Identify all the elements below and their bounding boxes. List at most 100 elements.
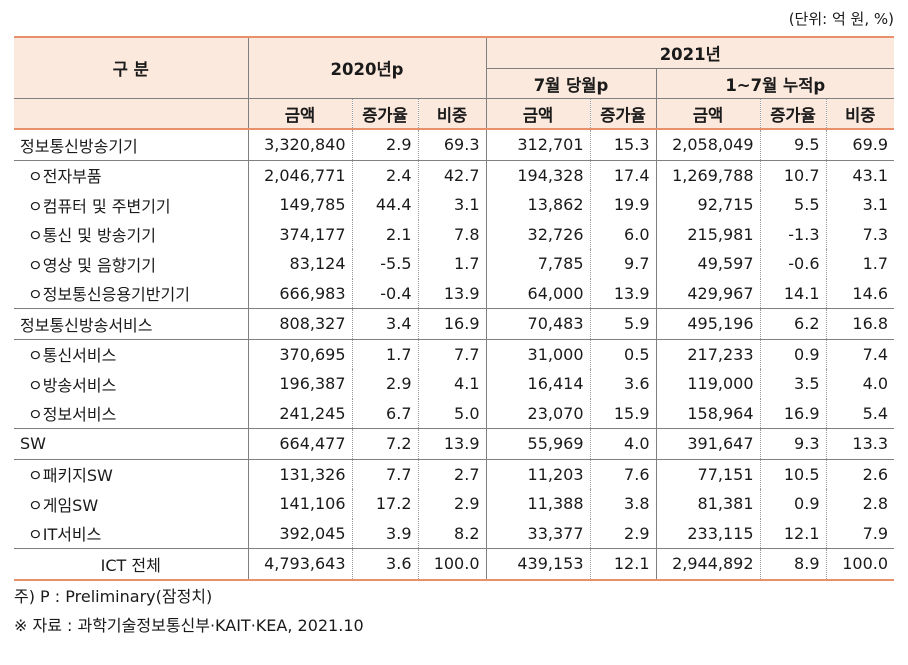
cell-value: 2.9 bbox=[589, 518, 656, 549]
cell-value: 7.8 bbox=[417, 219, 486, 249]
cell-value: 391,647 bbox=[655, 428, 760, 459]
cell-value: 6.7 bbox=[351, 398, 418, 429]
cell-value: 1.7 bbox=[825, 249, 895, 279]
table-body: 정보통신방송기기 3,320,840 2.9 69.3 312,701 15.3 2,058… bbox=[14, 128, 895, 581]
cell-value: 17.4 bbox=[589, 159, 656, 190]
cell-value: 158,964 bbox=[655, 398, 760, 429]
header-cum-amount: 금액 bbox=[655, 98, 760, 130]
cell-value: 19.9 bbox=[589, 190, 656, 220]
cell-value: 77,151 bbox=[655, 458, 760, 489]
cell-value: 1,269,788 bbox=[655, 159, 760, 190]
header-july-month: 7월 당월p bbox=[485, 68, 656, 99]
cell-value: 11,388 bbox=[485, 489, 590, 519]
cell-value: 15.3 bbox=[589, 128, 656, 160]
cell-value: 92,715 bbox=[655, 190, 760, 220]
cell-value: 16.8 bbox=[825, 308, 895, 339]
cell-value: 4,793,643 bbox=[247, 548, 352, 581]
cell-value: 69.9 bbox=[825, 128, 895, 160]
row-label: ㅇ게임SW bbox=[28, 495, 99, 515]
header-cum-growth: 증가율 bbox=[759, 98, 826, 130]
cell-value: -0.4 bbox=[351, 278, 418, 309]
cell-value: 5.0 bbox=[417, 398, 486, 429]
cell-value: 1.7 bbox=[351, 338, 418, 369]
cell-value: -0.6 bbox=[759, 249, 826, 279]
cell-value: 119,000 bbox=[655, 369, 760, 399]
cell-value: 64,000 bbox=[485, 278, 590, 309]
cell-value: 81,381 bbox=[655, 489, 760, 519]
cell-value: 43.1 bbox=[825, 159, 895, 190]
table-row: ㅇ게임SW 141,106 17.2 2.9 11,388 3.8 81,381 0.9 2.8 bbox=[14, 489, 895, 519]
cell-value: 14.1 bbox=[759, 278, 826, 309]
cell-value: 3.4 bbox=[351, 308, 418, 339]
table-row: ICT 전체 4,793,643 3.6 100.0 439,153 12.1 2,944,… bbox=[14, 548, 895, 581]
cell-value: 370,695 bbox=[247, 338, 352, 369]
table-row: ㅇ패키지SW 131,326 7.7 2.7 11,203 7.6 77,151 10.5 2.… bbox=[14, 458, 895, 489]
cell-value: 83,124 bbox=[247, 249, 352, 279]
unit-note: (단위: 억 원, %) bbox=[788, 10, 894, 28]
row-label: ㅇ정보서비스 bbox=[28, 405, 117, 425]
row-label: ㅇ방송서비스 bbox=[28, 375, 117, 395]
cell-value: 664,477 bbox=[247, 428, 352, 459]
cell-value: 69.3 bbox=[417, 128, 486, 160]
cell-value: 495,196 bbox=[655, 308, 760, 339]
cell-value: 429,967 bbox=[655, 278, 760, 309]
cell-value: 23,070 bbox=[485, 398, 590, 429]
cell-value: 31,000 bbox=[485, 338, 590, 369]
cell-value: 6.2 bbox=[759, 308, 826, 339]
cell-value: 42.7 bbox=[417, 159, 486, 190]
cell-value: 141,106 bbox=[247, 489, 352, 519]
cell-value: 6.0 bbox=[589, 219, 656, 249]
cell-value: 0.9 bbox=[759, 338, 826, 369]
cell-value: 5.5 bbox=[759, 190, 826, 220]
cell-value: -5.5 bbox=[351, 249, 418, 279]
cell-value: 3,320,840 bbox=[247, 128, 352, 160]
cell-value: 70,483 bbox=[485, 308, 590, 339]
table-row: ㅇ전자부품 2,046,771 2.4 42.7 194,328 17.4 1,269,78… bbox=[14, 159, 895, 190]
cell-value: 5.4 bbox=[825, 398, 895, 429]
cell-value: 7.7 bbox=[417, 338, 486, 369]
cell-value: 13.3 bbox=[825, 428, 895, 459]
header-2020-share: 비중 bbox=[417, 98, 486, 130]
row-label: SW bbox=[14, 428, 248, 459]
cell-value: 131,326 bbox=[247, 458, 352, 489]
row-label: ICT 전체 bbox=[14, 548, 248, 581]
cell-value: 7.3 bbox=[825, 219, 895, 249]
cell-value: 808,327 bbox=[247, 308, 352, 339]
cell-value: 3.6 bbox=[589, 369, 656, 399]
header-jan-jul-cumulative: 1~7월 누적p bbox=[655, 68, 895, 99]
row-label: ㅇ통신 및 방송기기 bbox=[28, 226, 156, 246]
row-label: ㅇIT서비스 bbox=[28, 525, 102, 545]
cell-value: 8.2 bbox=[417, 518, 486, 549]
cell-value: 10.7 bbox=[759, 159, 826, 190]
header-2020-growth: 증가율 bbox=[351, 98, 418, 130]
header-july-amount: 금액 bbox=[485, 98, 590, 130]
cell-value: 194,328 bbox=[485, 159, 590, 190]
cell-value: 12.1 bbox=[759, 518, 826, 549]
cell-value: 1.7 bbox=[417, 249, 486, 279]
cell-value: 11,203 bbox=[485, 458, 590, 489]
header-july-growth: 증가율 bbox=[589, 98, 656, 130]
cell-value: 2.9 bbox=[351, 128, 418, 160]
table-row: 정보통신방송기기 3,320,840 2.9 69.3 312,701 15.3 2,058… bbox=[14, 128, 895, 160]
cell-value: 4.0 bbox=[825, 369, 895, 399]
row-label: ㅇ영상 및 음향기기 bbox=[28, 255, 156, 275]
row-label: ㅇ패키지SW bbox=[14, 458, 248, 489]
cell-value: 5.9 bbox=[589, 308, 656, 339]
cell-value: 16,414 bbox=[485, 369, 590, 399]
cell-value: 149,785 bbox=[247, 190, 352, 220]
cell-value: 16.9 bbox=[417, 308, 486, 339]
cell-value: 55,969 bbox=[485, 428, 590, 459]
cell-value: 2.4 bbox=[351, 159, 418, 190]
cell-value: 241,245 bbox=[247, 398, 352, 429]
cell-value: 392,045 bbox=[247, 518, 352, 549]
cell-value: 7.4 bbox=[825, 338, 895, 369]
cell-value: 100.0 bbox=[825, 548, 895, 581]
header-blank bbox=[14, 98, 248, 130]
cell-value: 233,115 bbox=[655, 518, 760, 549]
cell-value: 9.3 bbox=[759, 428, 826, 459]
header-2020: 2020년p bbox=[247, 36, 486, 99]
cell-value: 13.9 bbox=[589, 278, 656, 309]
header-2021: 2021년 bbox=[485, 36, 895, 69]
cell-value: 13.9 bbox=[417, 278, 486, 309]
table-row: 정보통신방송서비스 808,327 3.4 16.9 70,483 5.9 495,196 6… bbox=[14, 308, 895, 339]
